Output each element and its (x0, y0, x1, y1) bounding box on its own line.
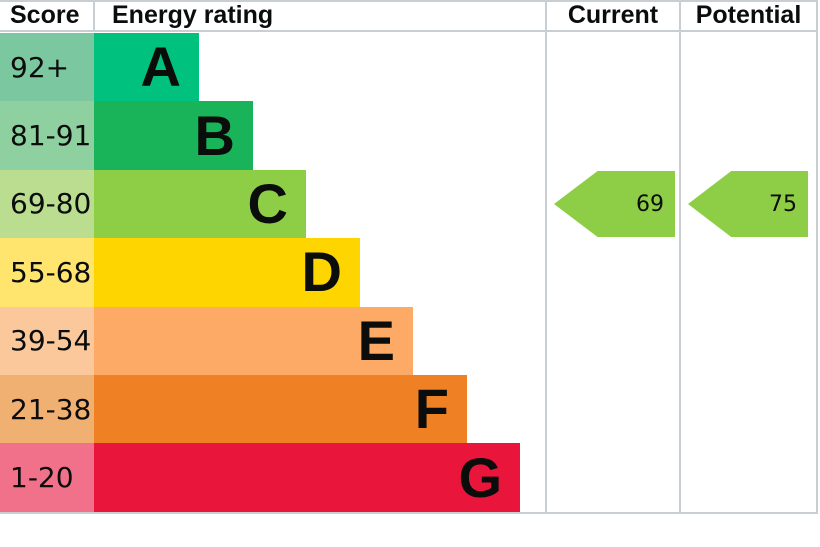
current-rating-value: 69 (636, 191, 664, 217)
score-range-b: 81-91 (0, 101, 94, 170)
score-header: Score (10, 1, 80, 29)
band-letter-c: C (247, 171, 288, 235)
energy-rating-header: Energy rating (112, 1, 274, 29)
score-range-g: 1-20 (0, 443, 94, 512)
score-range-d: 55-68 (0, 238, 94, 307)
band-bar-c: C (94, 169, 306, 239)
potential-header: Potential (695, 1, 802, 29)
band-row-d: 55-68 D (0, 238, 820, 307)
table-bottom-border (0, 512, 818, 514)
band-letter-a: A (140, 35, 181, 99)
band-bar-f: F (94, 375, 467, 444)
band-letter-g: G (458, 445, 502, 509)
potential-rating-value: 75 (769, 191, 797, 217)
band-bar-b: B (94, 101, 253, 170)
band-row-c: 69-80 C (0, 169, 820, 239)
current-column-divider (545, 2, 547, 514)
table-top-border (0, 0, 818, 2)
band-row-b: 81-91 B (0, 101, 820, 170)
band-letter-b: B (194, 103, 235, 167)
band-bar-g: G (94, 443, 520, 512)
band-bar-e: E (94, 306, 413, 375)
score-range-f: 21-38 (0, 375, 94, 444)
band-row-a: 92+ A (0, 33, 820, 102)
score-range-e: 39-54 (0, 306, 94, 375)
band-row-e: 39-54 E (0, 306, 820, 375)
score-range-a: 92+ (0, 33, 94, 102)
band-letter-e: E (357, 308, 395, 372)
score-range-c: 69-80 (0, 169, 94, 239)
band-bar-a: A (94, 33, 199, 102)
band-bar-d: D (94, 238, 360, 307)
band-row-f: 21-38 F (0, 375, 820, 444)
band-letter-f: F (414, 377, 449, 441)
current-header: Current (567, 1, 659, 29)
potential-column-divider (679, 2, 681, 514)
score-column-divider (93, 2, 95, 30)
header-bottom-border (0, 30, 818, 32)
band-row-g: 1-20 G (0, 443, 820, 512)
table-right-border (816, 2, 818, 514)
band-letter-d: D (301, 240, 342, 304)
